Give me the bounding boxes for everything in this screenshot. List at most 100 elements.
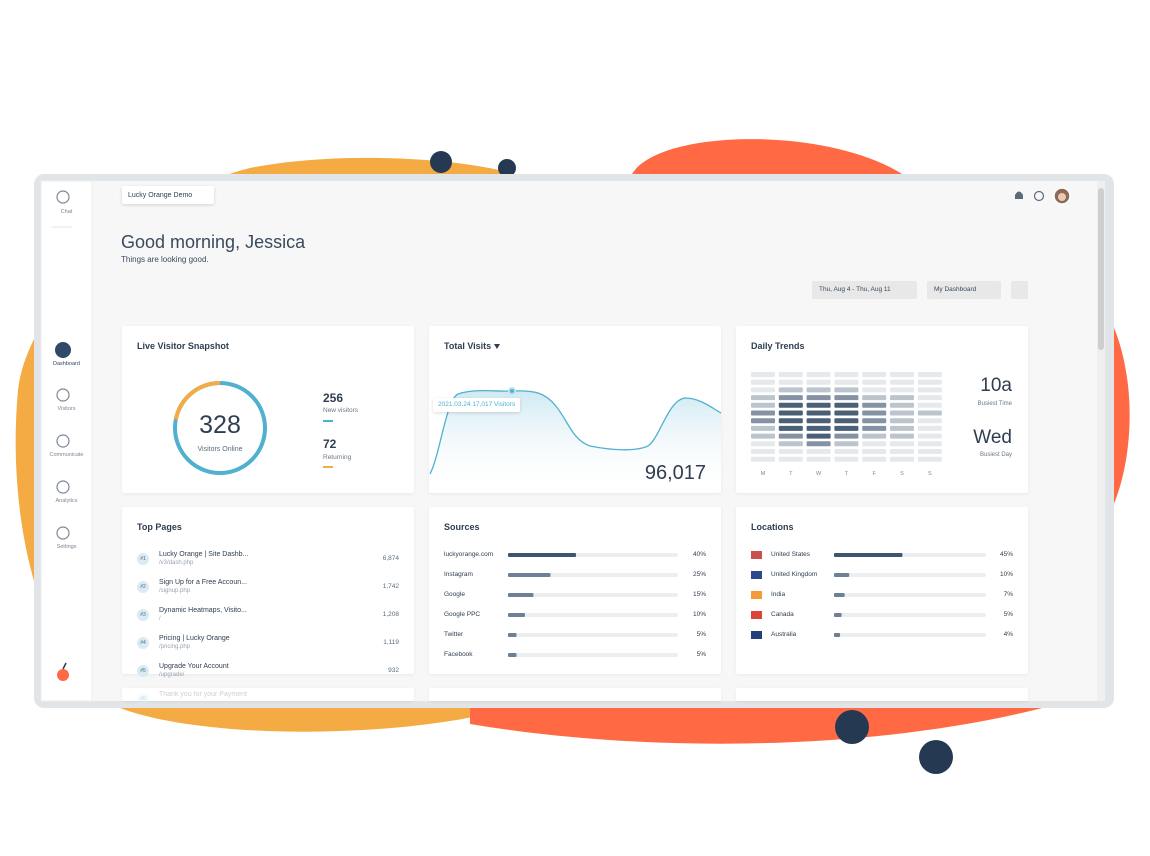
heat-cell xyxy=(834,433,859,439)
heat-cell xyxy=(917,456,942,462)
avatar-face xyxy=(1058,193,1066,201)
heat-cell xyxy=(917,418,942,424)
rank: #1 xyxy=(140,555,146,562)
busiest-time-label: Busiest Time xyxy=(977,401,1012,407)
ring-returning xyxy=(173,381,221,420)
page-path: /signup.php xyxy=(159,588,191,594)
heat-cell xyxy=(751,456,775,462)
rank-badge xyxy=(137,637,149,649)
heat-cell xyxy=(806,418,831,424)
sidebar-icon[interactable] xyxy=(56,480,70,494)
heat-cell xyxy=(778,387,803,393)
heat-cell xyxy=(778,372,803,377)
bar xyxy=(508,593,534,597)
bar-track xyxy=(508,593,678,597)
bar xyxy=(834,633,841,637)
heat-cell xyxy=(834,456,859,462)
more-button[interactable] xyxy=(1011,281,1028,299)
sidebar-label[interactable]: Analytics xyxy=(55,498,78,504)
sidebar-icon[interactable] xyxy=(56,388,70,402)
row-name: United Kingdom xyxy=(771,570,818,578)
sidebar-label[interactable]: Communicate xyxy=(49,452,84,458)
heat-cell xyxy=(751,441,775,447)
sidebar-label[interactable]: Chat xyxy=(60,209,73,215)
card-partial xyxy=(122,688,414,701)
dashboard-button[interactable]: My Dashboard xyxy=(927,281,1001,299)
sources-card xyxy=(429,507,721,674)
heat-cell xyxy=(862,441,887,447)
logo-leaf xyxy=(62,662,67,670)
row-name: Facebook xyxy=(444,650,473,658)
bar-track xyxy=(834,593,986,597)
dot xyxy=(430,151,452,173)
locations-card xyxy=(736,507,1028,674)
sidebar-icon[interactable] xyxy=(56,190,70,204)
heat-cell xyxy=(778,449,803,454)
bell-icon[interactable] xyxy=(1015,191,1023,200)
page-title[interactable]: Lucky Orange | Site Dashb... xyxy=(159,551,249,558)
row-name: Google PPC xyxy=(444,610,481,618)
heat-cell xyxy=(778,410,803,416)
page-title[interactable]: Sign Up for a Free Accoun... xyxy=(159,579,247,586)
returning: 72 xyxy=(323,437,337,451)
sidebar-label[interactable]: Dashboard xyxy=(53,361,80,367)
legend-dash xyxy=(323,420,333,422)
date-range: Thu, Aug 4 - Thu, Aug 11 xyxy=(819,286,891,293)
page-title[interactable]: Pricing | Lucky Orange xyxy=(159,635,230,642)
sidebar-label[interactable]: Visitors xyxy=(57,406,76,412)
flag xyxy=(751,591,762,599)
heat-cell xyxy=(806,456,831,462)
heat-cell xyxy=(834,379,859,385)
date-range-button[interactable]: Thu, Aug 4 - Thu, Aug 11 xyxy=(812,281,917,299)
page-title[interactable]: Thank you for your Payment xyxy=(159,691,247,698)
page-count: 1,742 xyxy=(382,583,399,590)
row-name: United States xyxy=(771,550,811,558)
heat-cell xyxy=(806,433,831,439)
bar xyxy=(508,573,551,577)
heat-cell xyxy=(917,449,942,454)
heat-cell xyxy=(751,387,775,393)
card-partial xyxy=(736,688,1028,701)
heat-cell xyxy=(806,425,831,431)
heat-cell xyxy=(862,410,887,416)
sidebar-icon[interactable] xyxy=(56,434,70,448)
tooltip-text: 2021.03.24 17,017 Visitors xyxy=(438,401,516,408)
card-title: Daily Trends xyxy=(751,341,805,351)
busiest-time: 10a xyxy=(980,375,1012,396)
rank-badge xyxy=(137,693,149,705)
tooltip: 2021.03.24 17,017 Visitors xyxy=(433,398,521,412)
heat-cell xyxy=(751,379,775,385)
rank: #6 xyxy=(140,695,146,702)
heat-cell xyxy=(806,441,831,447)
returning-label: Returning xyxy=(323,454,352,461)
row-name: Twitter xyxy=(444,630,464,638)
day-label: W xyxy=(815,471,822,477)
heat-cell xyxy=(751,418,775,424)
sidebar-label[interactable]: Settings xyxy=(56,544,77,550)
sidebar-icon[interactable] xyxy=(55,342,71,358)
page-title[interactable]: Dynamic Heatmaps, Visito... xyxy=(159,607,247,614)
row-name: Canada xyxy=(771,610,794,618)
workspace-name: Lucky Orange Demo xyxy=(128,192,193,199)
hover-dot-inner xyxy=(510,389,514,393)
page-path: /v3/dash.php xyxy=(159,560,194,566)
page-count: 932 xyxy=(388,667,399,674)
card-title: Sources xyxy=(444,522,480,532)
page-title[interactable]: Upgrade Your Account xyxy=(159,663,229,670)
sidebar-icon[interactable] xyxy=(56,526,70,540)
heat-cell xyxy=(751,425,775,431)
heat-cell xyxy=(862,425,887,431)
globe-icon[interactable] xyxy=(1033,190,1045,202)
heat-cell xyxy=(890,433,914,439)
heat-cell xyxy=(751,449,775,454)
dropdown-arrow[interactable] xyxy=(494,344,500,349)
heat-cell xyxy=(917,395,942,401)
day-label: T xyxy=(844,471,849,477)
heat-cell xyxy=(917,379,942,385)
heat-cell xyxy=(917,410,942,416)
workspace-dropdown[interactable]: Lucky Orange Demo xyxy=(122,186,214,204)
bar-label: 15% xyxy=(692,590,706,598)
heat-cell xyxy=(751,395,775,401)
bar xyxy=(834,593,845,597)
